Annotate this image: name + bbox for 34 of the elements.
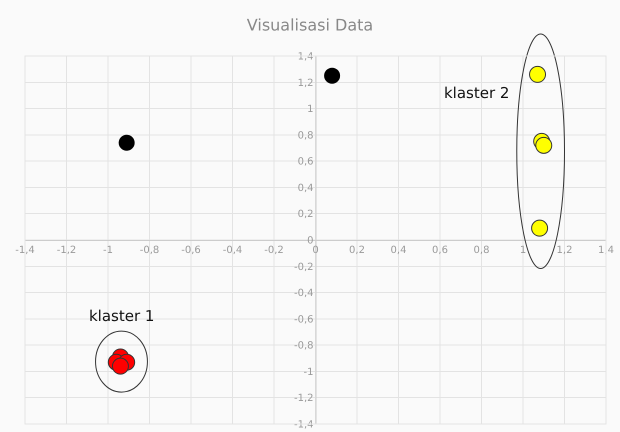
x-tick-label: -0,8 (140, 245, 160, 256)
x-tick-label: -0,2 (264, 245, 284, 256)
text: klaster 1 (89, 307, 154, 325)
y-tick-label: 1,2 (298, 78, 314, 89)
y-tick-label: 0,6 (298, 156, 314, 168)
x-tick-label: 0,4 (390, 245, 406, 256)
point (118, 134, 135, 151)
x-tick-label: 1 (520, 245, 526, 256)
x-tick-label: 1,2 (556, 245, 572, 256)
y-tick-label: 0 (307, 236, 314, 246)
x-tick-label: 0,6 (432, 245, 448, 256)
x-tick-label: -1 (103, 245, 113, 256)
y-tick-label: 0,2 (298, 209, 314, 220)
y-tick-label: -0,6 (294, 314, 314, 326)
y-tick-label: 0,4 (298, 182, 314, 194)
y-tick-label: -1 (304, 366, 314, 378)
y-tick-label: -0,8 (294, 340, 314, 352)
y-tick-label: -1,2 (294, 393, 314, 404)
chart-title: Visualisasi Data (246, 16, 374, 35)
point (535, 136, 552, 154)
x-tick-label: 0,2 (349, 245, 365, 256)
y-tick-label: -0,4 (294, 288, 314, 300)
x-tick-label: -1,2 (56, 245, 76, 256)
x-tick-label: -0,4 (222, 245, 242, 256)
series-label: klaster 2 (444, 84, 510, 102)
x-tick-label: 0,8 (474, 245, 490, 256)
y-tick-label: -0,2 (294, 262, 314, 273)
y-tick-label: 1 (307, 104, 314, 116)
point (531, 220, 548, 237)
x-tick-label: -1,4 (15, 245, 35, 256)
x-tick-label: -0,6 (181, 245, 201, 256)
point (324, 68, 340, 84)
point (529, 66, 546, 83)
y-tick-label: 0,8 (298, 130, 314, 142)
